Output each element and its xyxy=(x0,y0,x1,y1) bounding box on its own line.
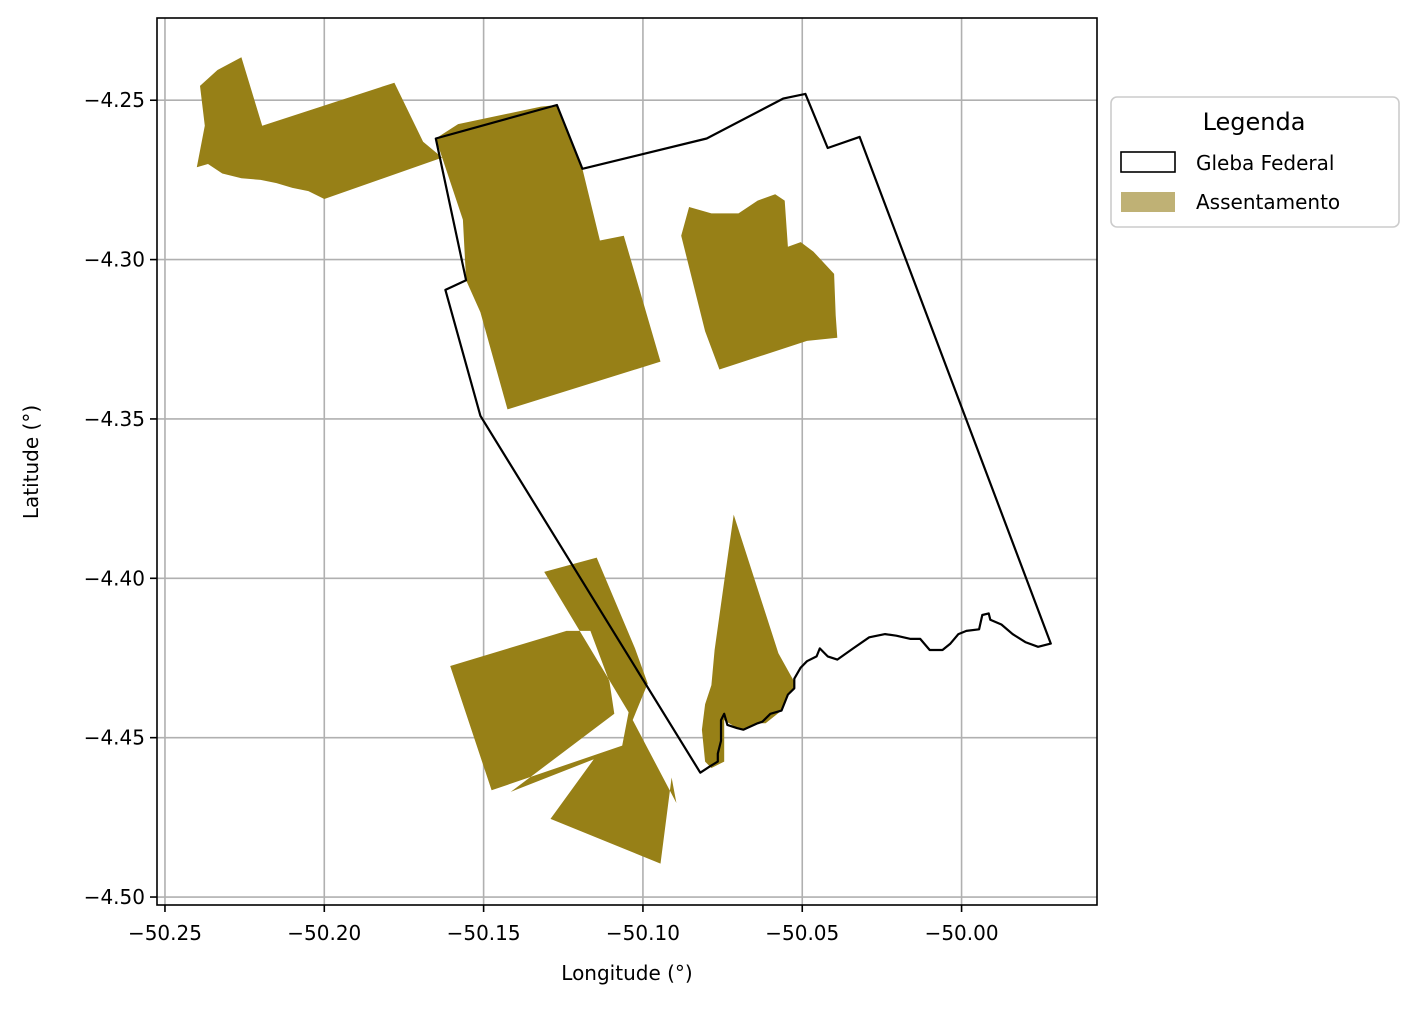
gleba-federal-layer xyxy=(434,92,1052,774)
assentamento-polygon xyxy=(196,57,443,200)
y-tick-label: −4.25 xyxy=(84,88,145,112)
y-tick-label: −4.35 xyxy=(84,407,145,431)
assentamento-polygon xyxy=(679,514,795,768)
y-tick-label: −4.50 xyxy=(84,885,145,909)
legend-title: Legenda xyxy=(1203,108,1306,136)
x-tick-label: −50.20 xyxy=(287,921,361,945)
assentamento-polygon xyxy=(435,105,661,410)
legend-label-assentamento: Assentamento xyxy=(1196,190,1340,214)
y-tick-label: −4.45 xyxy=(84,726,145,750)
legend-box xyxy=(1110,96,1400,228)
legend-label-gleba: Gleba Federal xyxy=(1196,151,1334,175)
gleba-federal-outline xyxy=(434,92,1052,774)
axis-ticks: −50.25 −50.20 −50.15 −50.10 −50.05 −50.00 −4.2… xyxy=(84,88,999,945)
x-tick-label: −50.05 xyxy=(765,921,839,945)
y-axis-label: Latitude (°) xyxy=(19,405,43,519)
assentamento-polygon xyxy=(681,194,838,370)
y-tick-label: −4.30 xyxy=(84,248,145,272)
y-tick-label: −4.40 xyxy=(84,566,145,590)
assentamento-layer xyxy=(196,57,838,864)
x-tick-label: −50.15 xyxy=(447,921,521,945)
legend: Legenda Gleba Federal Assentamento xyxy=(1110,96,1400,228)
x-tick-label: −50.00 xyxy=(925,921,999,945)
assentamento-polygon xyxy=(450,557,677,864)
plot-frame xyxy=(156,17,1098,906)
x-tick-label: −50.25 xyxy=(128,921,202,945)
legend-swatch-gleba xyxy=(1120,151,1176,173)
map-layers xyxy=(196,57,1052,864)
legend-swatch-assentamento xyxy=(1121,192,1175,212)
x-axis-label: Longitude (°) xyxy=(561,961,692,985)
x-tick-label: −50.10 xyxy=(606,921,680,945)
